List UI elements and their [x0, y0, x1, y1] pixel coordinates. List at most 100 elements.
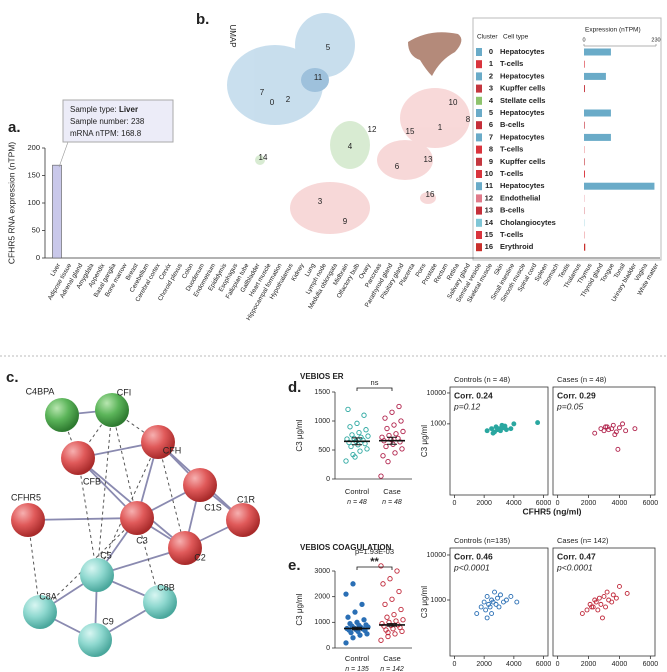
edge [27, 517, 138, 521]
expression-bar [584, 170, 585, 178]
data-point [483, 607, 489, 613]
node [183, 468, 217, 502]
data-point [394, 568, 400, 574]
plot-frame [552, 547, 656, 657]
n-label: n = 48 [347, 499, 367, 506]
x-tick-label: 6000 [643, 500, 659, 507]
data-point [358, 434, 364, 440]
expression-bar [584, 243, 586, 251]
y-tick-label: 2000 [314, 594, 330, 601]
data-point [489, 611, 495, 617]
cluster-label: 0 [270, 98, 275, 107]
y-axis-label: C3 μg/ml [420, 425, 429, 457]
swatch [476, 96, 482, 105]
umap-title: UMAP [228, 24, 237, 47]
data-point [378, 563, 384, 569]
cluster-table-box [472, 17, 662, 261]
y-tick-label: 100 [27, 198, 40, 207]
chart-title: Controls (n=135) [454, 536, 511, 545]
data-point [379, 434, 385, 440]
data-point [357, 448, 363, 454]
x-tick-label: 0 [556, 661, 560, 668]
data-point [508, 593, 514, 599]
data-point [498, 592, 503, 598]
node-label: CFH [163, 445, 182, 455]
expression-bar [584, 60, 585, 68]
cell-type: T-cells [500, 145, 523, 154]
cluster-label: 1 [438, 123, 443, 132]
data-point [347, 424, 353, 430]
data-point [391, 422, 397, 428]
x-tick-label: 6000 [536, 500, 552, 507]
data-point [363, 622, 369, 628]
node-label: C1R [237, 494, 256, 504]
cluster-label: 8 [466, 115, 471, 124]
data-point [495, 595, 500, 601]
table-header: Expression (nTPM) [585, 27, 641, 34]
data-point [361, 412, 367, 418]
data-point [615, 446, 621, 452]
y-tick-label: 150 [27, 170, 40, 179]
edge [111, 409, 138, 519]
data-point [345, 406, 351, 413]
data-point [606, 427, 612, 433]
data-point [489, 426, 495, 432]
swatch [476, 170, 482, 178]
y-tick-label: 200 [27, 143, 40, 152]
tooltip-label: Sample type: [70, 105, 117, 114]
node [141, 425, 175, 459]
data-point [361, 617, 367, 623]
data-point [356, 429, 362, 436]
data-point [617, 425, 622, 431]
swatch [476, 145, 482, 154]
data-point [632, 426, 638, 432]
n-label: n = 135 [345, 666, 369, 672]
significance-bracket [356, 566, 393, 570]
node [45, 398, 79, 432]
error-bar [352, 626, 362, 631]
y-tick-label: 500 [318, 447, 330, 454]
cluster-id: 3 [489, 84, 493, 93]
node [168, 531, 202, 565]
y-tick-label: 0 [326, 645, 330, 652]
node [11, 503, 45, 537]
cell-type: T-cells [500, 59, 523, 68]
data-point [398, 418, 404, 424]
panel-label: a. [8, 119, 21, 136]
data-point [350, 581, 356, 587]
plot-frame [449, 386, 549, 496]
data-point [503, 597, 509, 603]
data-point [378, 473, 384, 479]
swatch [476, 48, 482, 56]
cluster-id: 12 [485, 193, 493, 202]
data-point [385, 633, 391, 640]
expression-bar [584, 182, 655, 190]
data-point [389, 409, 395, 415]
corr-label: Corr. 0.47 [557, 551, 596, 561]
x-tick-label: 6000 [536, 661, 552, 668]
data-point [396, 588, 402, 595]
data-point [595, 607, 601, 613]
annotation: ns [371, 378, 379, 387]
node-label: C9 [102, 616, 114, 626]
cluster-id: 16 [485, 242, 493, 251]
data-point [400, 617, 406, 623]
cluster-label: 6 [395, 162, 400, 171]
cell-type: Hepatocytes [500, 71, 545, 80]
tooltip-line: mRNA nTPM: 168.8 [70, 129, 142, 138]
swatch [476, 121, 482, 130]
p-label: p<0.0001 [556, 562, 593, 572]
cell-type: Hepatocytes [500, 132, 545, 141]
data-point [502, 423, 508, 429]
expression-bar [584, 72, 606, 80]
data-point [343, 640, 349, 646]
cell-type: B-cells [500, 120, 525, 129]
data-point [348, 443, 354, 450]
data-point [601, 593, 607, 599]
node-label: C3 [136, 535, 148, 545]
node [226, 503, 260, 537]
y-tick-label: 50 [32, 225, 40, 234]
error-bar [387, 623, 397, 627]
cluster-label: 4 [348, 142, 353, 151]
